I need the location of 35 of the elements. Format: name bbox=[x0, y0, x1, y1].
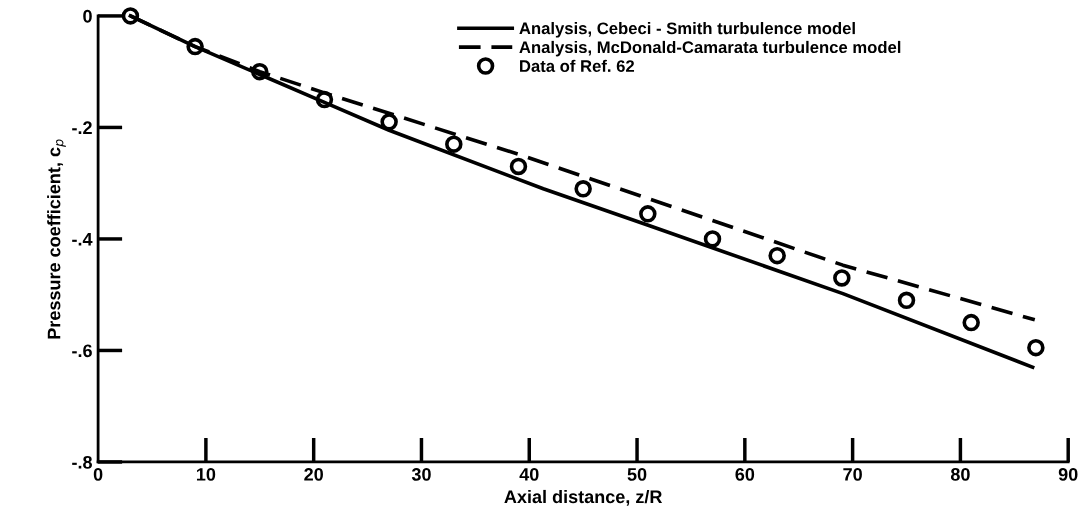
x-tick-label: 40 bbox=[519, 468, 539, 481]
legend-label: Analysis, Cebeci - Smith turbulence model bbox=[519, 22, 855, 38]
legend-label: Data of Ref. 62 bbox=[520, 59, 635, 72]
point bbox=[380, 113, 398, 131]
point bbox=[315, 90, 334, 109]
point bbox=[251, 62, 269, 81]
y-tick-label: -.2 bbox=[72, 121, 92, 134]
x-tick-label: 30 bbox=[411, 468, 431, 481]
x-tick-label: 50 bbox=[627, 468, 647, 481]
y-tick-label: -.8 bbox=[72, 455, 92, 469]
point bbox=[509, 157, 528, 176]
point bbox=[833, 269, 851, 287]
point bbox=[703, 230, 722, 248]
y-tick-label: 0 bbox=[83, 9, 92, 23]
x-tick-label: 10 bbox=[196, 468, 216, 481]
point bbox=[897, 291, 916, 310]
point bbox=[1027, 338, 1045, 357]
point bbox=[768, 246, 786, 265]
x-tick-label: 80 bbox=[950, 468, 970, 481]
point bbox=[445, 135, 463, 153]
x-tick-label: 0 bbox=[93, 468, 103, 481]
y-tick-label: -.6 bbox=[72, 344, 92, 358]
point bbox=[962, 313, 980, 332]
y-axis-title: Pressure coefficient, c$_{p}$ bbox=[47, 139, 66, 339]
point bbox=[186, 37, 204, 56]
x-tick-label: 70 bbox=[843, 468, 862, 481]
y-tick-label: -.4 bbox=[72, 233, 93, 246]
x-tick-label: 90 bbox=[1058, 468, 1078, 481]
point bbox=[574, 180, 592, 198]
legend-label: Analysis, McDonald-Camarata turbulence model bbox=[519, 40, 901, 57]
x-tick-label: 20 bbox=[304, 468, 323, 481]
point bbox=[639, 205, 657, 223]
x-axis-title: Axial distance, z/R bbox=[504, 489, 663, 506]
x-tick-label: 60 bbox=[735, 468, 755, 481]
point bbox=[121, 7, 140, 25]
